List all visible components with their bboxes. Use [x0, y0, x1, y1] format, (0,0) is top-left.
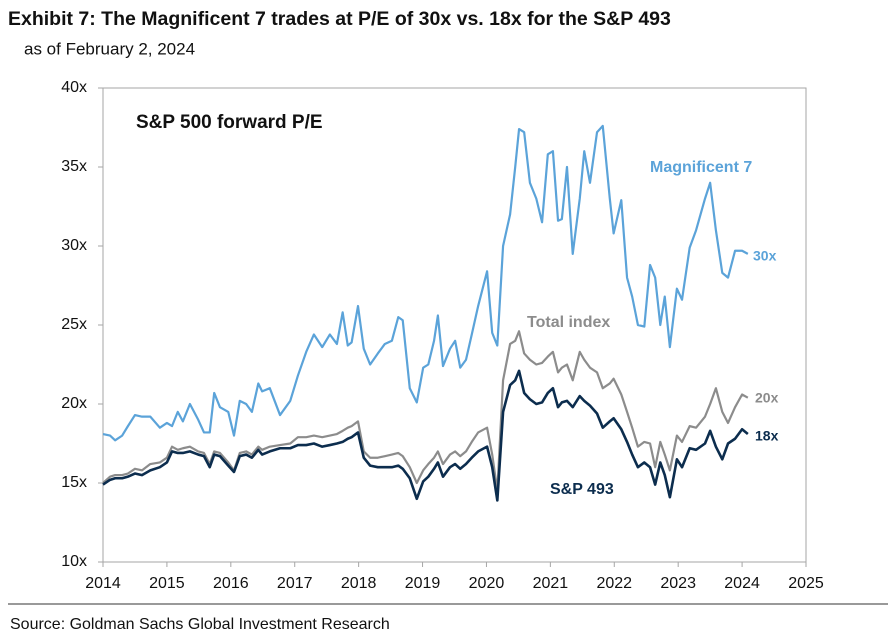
x-tick-label: 2017 [277, 575, 313, 592]
chart-subtitle: as of February 2, 2024 [24, 39, 195, 58]
y-tick-label: 40x [61, 79, 87, 96]
x-tick-label: 2018 [341, 575, 377, 592]
series-line [102, 124, 749, 442]
y-tick-label: 10x [61, 553, 87, 570]
series-line [102, 369, 749, 502]
y-tick-label: 25x [61, 316, 87, 333]
series-label: S&P 493 [550, 481, 614, 498]
end-label: 18x [755, 428, 779, 444]
x-tick-label: 2016 [213, 575, 249, 592]
end-label: 30x [753, 248, 777, 264]
end-label: 20x [755, 390, 779, 406]
x-tick-label: 2019 [405, 575, 441, 592]
y-tick-label: 20x [61, 395, 87, 412]
x-tick-label: 2014 [85, 575, 121, 592]
x-tick-label: 2020 [469, 575, 505, 592]
series-label: Magnificent 7 [650, 159, 752, 176]
panel-title: S&P 500 forward P/E [136, 112, 323, 133]
y-tick-label: 35x [61, 158, 87, 175]
x-tick-label: 2023 [660, 575, 696, 592]
chart-title: Exhibit 7: The Magnificent 7 trades at P… [8, 8, 671, 30]
y-tick-label: 15x [61, 474, 87, 491]
x-tick-label: 2022 [596, 575, 632, 592]
series-line [102, 330, 749, 492]
y-tick-label: 30x [61, 237, 87, 254]
x-tick-label: 2024 [724, 575, 760, 592]
series-label: Total index [527, 314, 610, 331]
x-tick-label: 2021 [533, 575, 569, 592]
source-note: Source: Goldman Sachs Global Investment … [10, 616, 390, 633]
x-tick-label: 2025 [788, 575, 824, 592]
x-tick-label: 2015 [149, 575, 185, 592]
